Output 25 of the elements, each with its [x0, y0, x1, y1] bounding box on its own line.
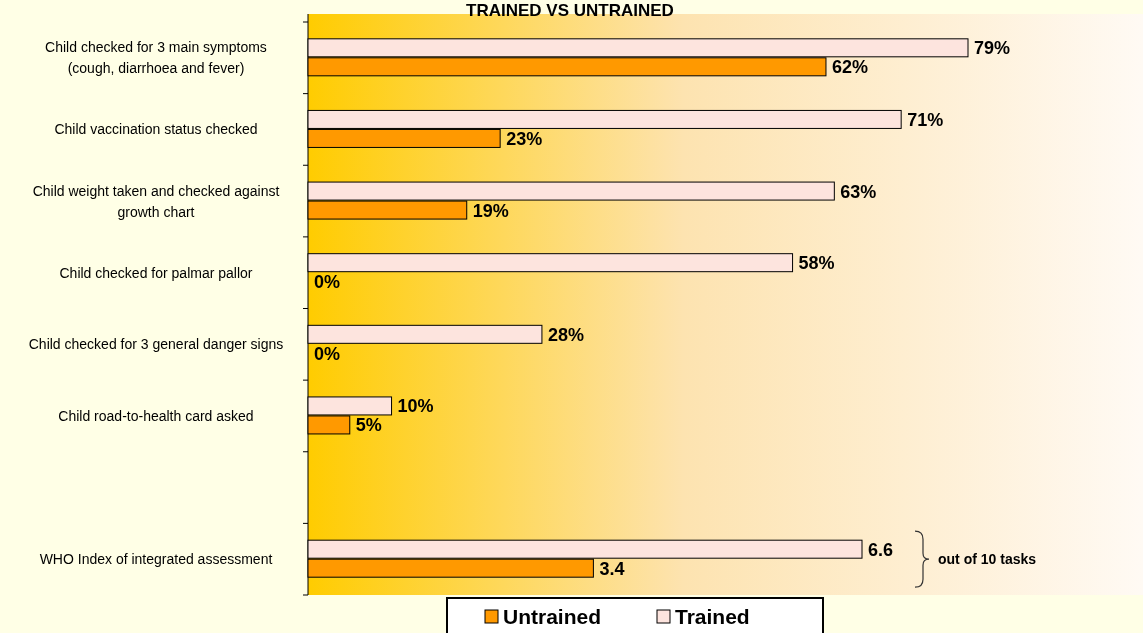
- data-label: 23%: [506, 128, 543, 149]
- text: out of 10 tasks: [938, 551, 1037, 568]
- y-tick-label: WHO Index of integrated assessment: [39, 551, 273, 568]
- data-label: 28%: [547, 324, 584, 345]
- legend-label: Untrained: [503, 605, 602, 628]
- data-label: 5%: [355, 415, 382, 436]
- data-label: 3.4: [599, 558, 625, 579]
- data-label: 79%: [974, 38, 1011, 59]
- y-tick-label: Child checked for 3 main symptoms (cough, diarrhoea and fever): [45, 39, 267, 77]
- chart-title: TRAINED VS UNTRAINED: [466, 1, 674, 20]
- data-label: 63%: [840, 181, 877, 202]
- data-label: 10%: [397, 396, 434, 417]
- data-label: 0%: [314, 272, 341, 293]
- legend-label: Trained: [675, 605, 750, 628]
- data-label: 58%: [798, 253, 835, 274]
- data-label: 62%: [831, 57, 869, 78]
- y-tick-label: Child vaccination status checked: [54, 121, 258, 138]
- data-label: 6.6: [868, 539, 894, 560]
- data-label: 71%: [907, 109, 944, 130]
- y-tick-label: Child checked for palmar pallor: [59, 264, 253, 281]
- data-label: 19%: [472, 200, 509, 221]
- y-tick-label: Child road-to-health card asked: [58, 407, 254, 424]
- y-tick-label: Child weight taken and checked against growth chart: [32, 182, 280, 220]
- y-tick-label: Child checked for 3 general danger signs: [28, 336, 284, 353]
- data-label: 0%: [314, 343, 341, 364]
